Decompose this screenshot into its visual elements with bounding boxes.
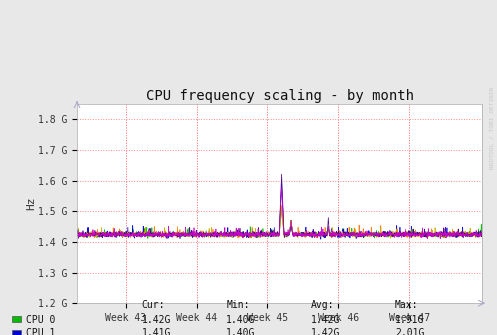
Text: CPU 0: CPU 0: [26, 315, 56, 325]
Text: Max:: Max:: [395, 299, 418, 310]
Text: Cur:: Cur:: [142, 299, 165, 310]
Text: CPU 1: CPU 1: [26, 328, 56, 335]
Text: 1.41G: 1.41G: [142, 328, 171, 335]
Title: CPU frequency scaling - by month: CPU frequency scaling - by month: [146, 89, 414, 103]
Text: 1.42G: 1.42G: [311, 315, 340, 325]
Text: 1.40G: 1.40G: [226, 315, 255, 325]
Text: 1.91G: 1.91G: [395, 315, 424, 325]
Text: Min:: Min:: [226, 299, 249, 310]
Text: RRDTOOL / TOBI OETIKER: RRDTOOL / TOBI OETIKER: [490, 86, 495, 169]
Text: 1.42G: 1.42G: [311, 328, 340, 335]
Text: Avg:: Avg:: [311, 299, 334, 310]
Text: 1.40G: 1.40G: [226, 328, 255, 335]
Y-axis label: Hz: Hz: [26, 197, 37, 210]
Text: 2.01G: 2.01G: [395, 328, 424, 335]
Text: 1.42G: 1.42G: [142, 315, 171, 325]
